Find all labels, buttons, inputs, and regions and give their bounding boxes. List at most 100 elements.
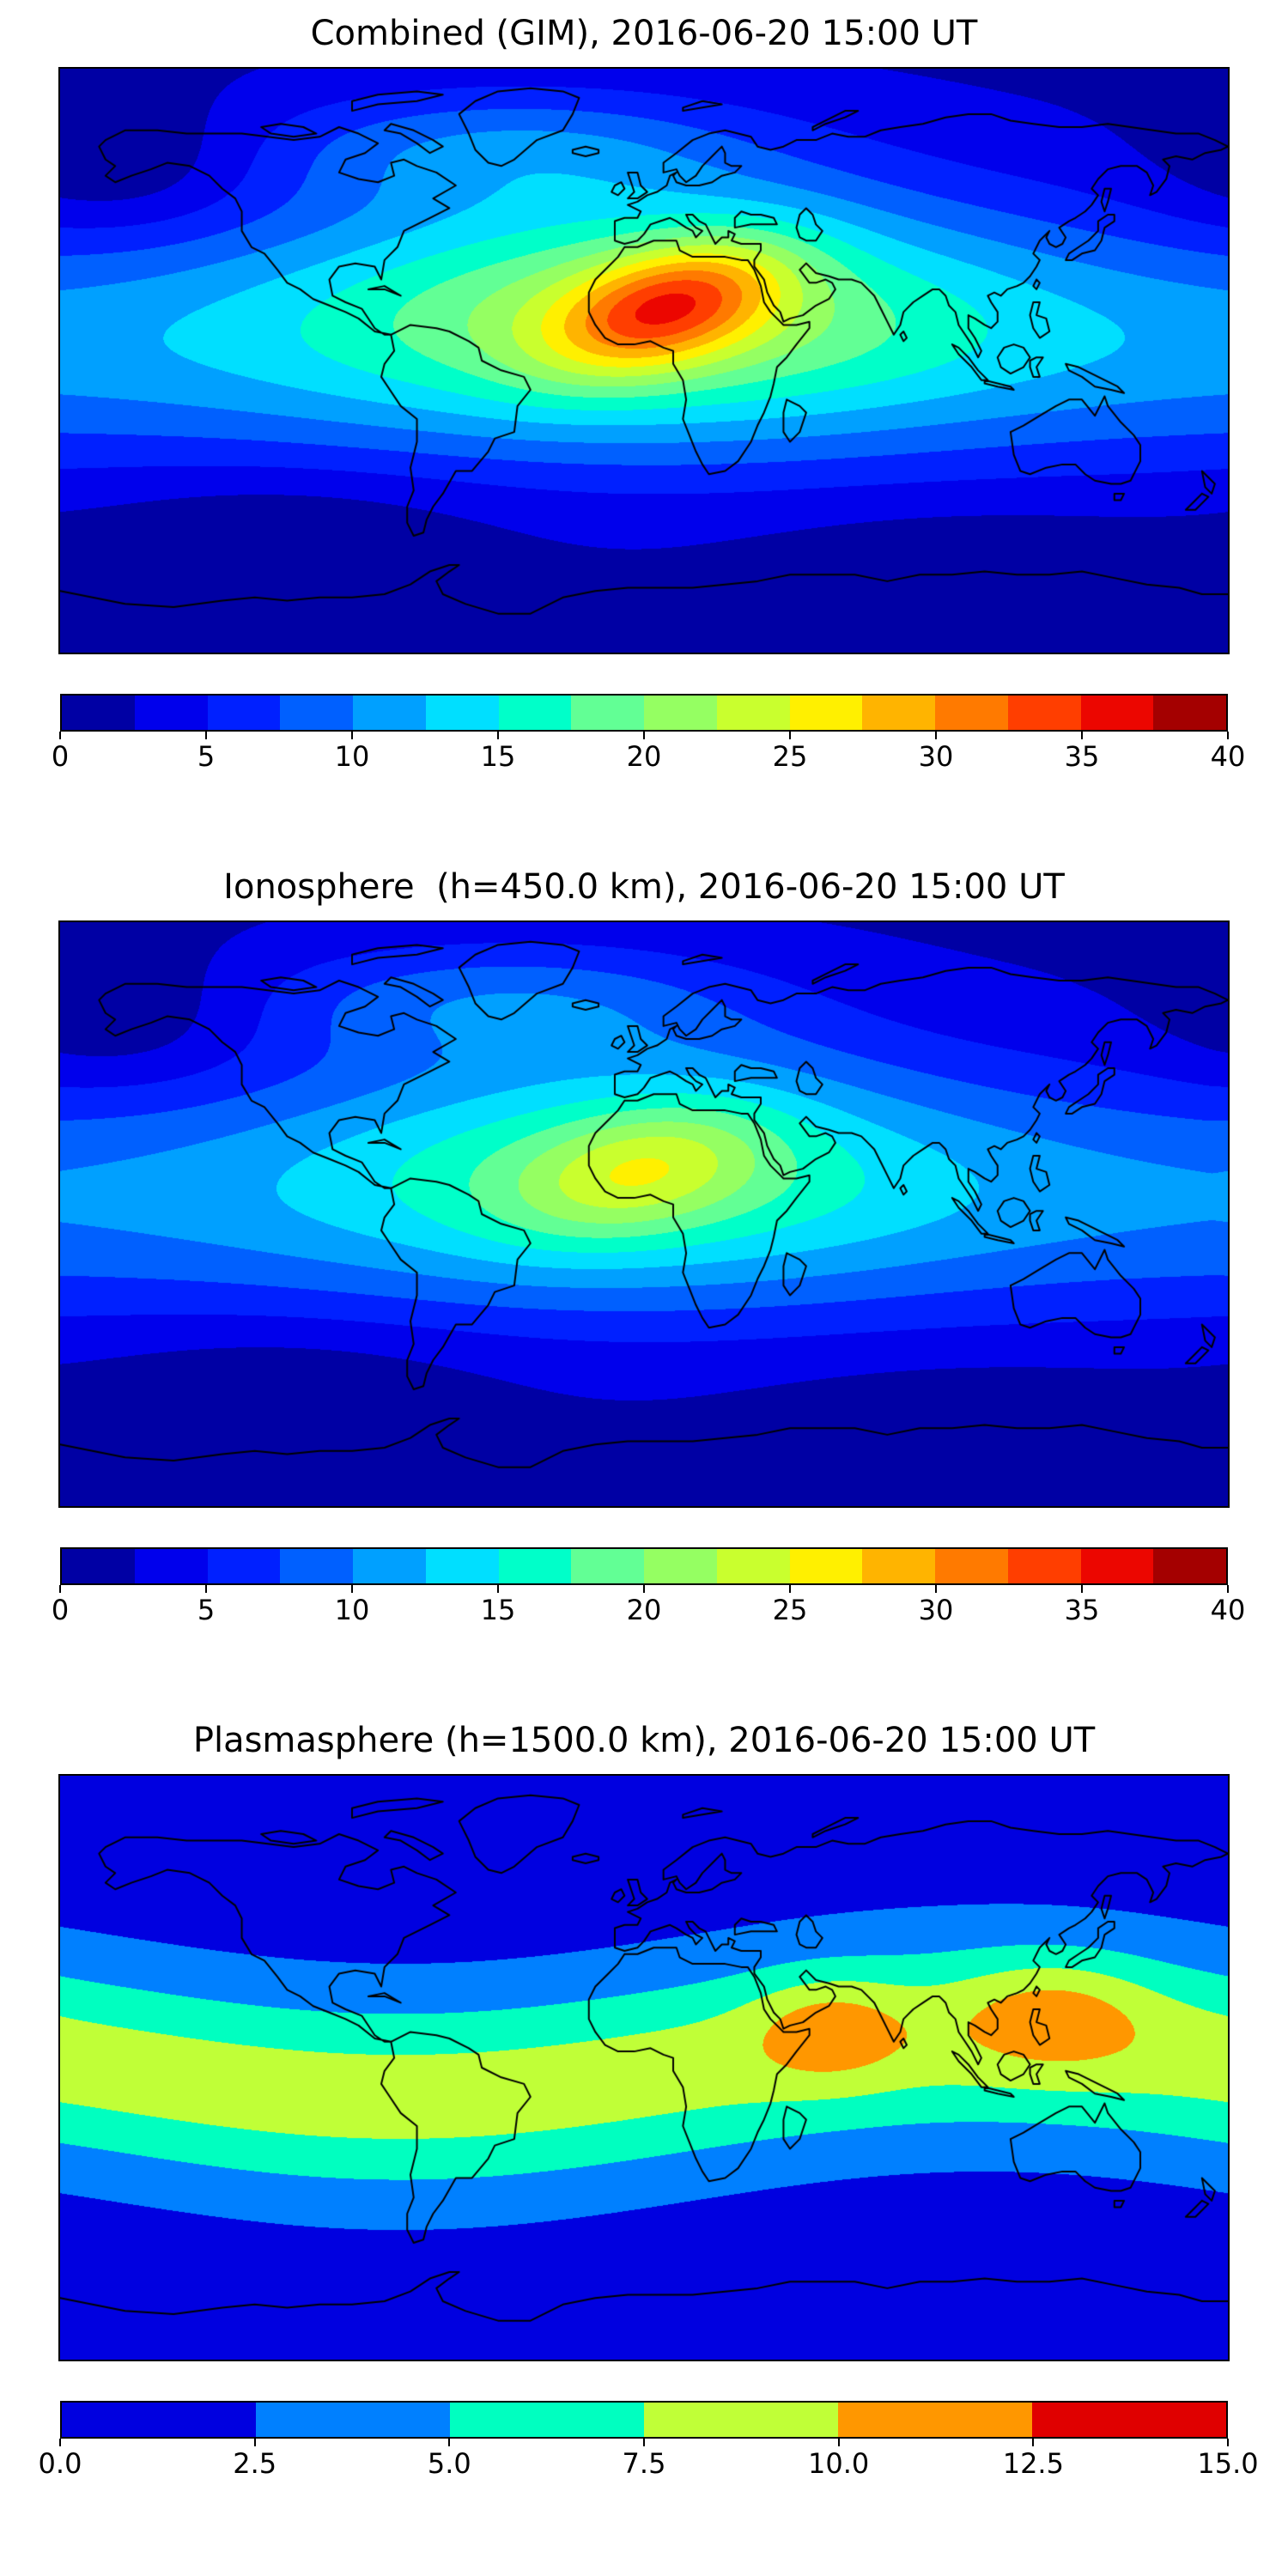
colorbar-tick-mark bbox=[59, 1585, 61, 1593]
colorbar-ticks-combined: 0 5 10 15 20 25 30 35 40 bbox=[52, 732, 1245, 781]
colorbar-segment bbox=[644, 696, 717, 730]
colorbar-segment bbox=[1007, 696, 1081, 730]
colorbar-segment bbox=[134, 696, 208, 730]
colorbar-tick-label: 10 bbox=[334, 1594, 370, 1626]
panel-plasmasphere: Plasmasphere (h=1500.0 km), 2016-06-20 1… bbox=[39, 1721, 1259, 2488]
colorbar-tick-label: 30 bbox=[918, 740, 954, 773]
panel-combined: Combined (GIM), 2016-06-20 15:00 UT 0 5 10… bbox=[52, 14, 1246, 781]
colorbar-segment bbox=[644, 2403, 838, 2437]
colorbar-tick-label: 40 bbox=[1210, 740, 1246, 773]
colorbar-segment bbox=[935, 696, 1008, 730]
colorbar-tick-mark bbox=[1032, 2439, 1035, 2446]
panel-title-plasmasphere: Plasmasphere (h=1500.0 km), 2016-06-20 1… bbox=[192, 1721, 1096, 1760]
colorbar-segment bbox=[838, 2403, 1032, 2437]
colorbar-tick-mark bbox=[205, 732, 207, 739]
colorbar-segment bbox=[353, 696, 426, 730]
colorbar-segment bbox=[450, 2403, 644, 2437]
colorbar-tick-label: 2.5 bbox=[233, 2447, 277, 2480]
colorbar-tick-label: 10.0 bbox=[808, 2447, 870, 2480]
colorbar-segment bbox=[207, 1549, 281, 1583]
colorbar-segment bbox=[1153, 1549, 1226, 1583]
colorbar-tick-mark bbox=[935, 1585, 937, 1593]
colorbar-segment bbox=[789, 696, 863, 730]
colorbar-tick-mark bbox=[351, 732, 353, 739]
colorbar-tick-label: 10 bbox=[334, 740, 370, 773]
colorbar-ticks-ionosphere: 0 5 10 15 20 25 30 35 40 bbox=[52, 1585, 1245, 1635]
colorbar-tick-label: 30 bbox=[918, 1594, 954, 1626]
colorbar-ionosphere bbox=[60, 1547, 1228, 1585]
colorbar-tick-mark bbox=[789, 1585, 791, 1593]
colorbar-segment bbox=[1080, 696, 1154, 730]
colorbar-segment bbox=[62, 696, 135, 730]
map-canvas-combined bbox=[58, 67, 1230, 654]
colorbar-tick-mark bbox=[59, 732, 61, 739]
colorbar-segment bbox=[425, 696, 499, 730]
colorbar-segment bbox=[1153, 696, 1226, 730]
colorbar-tick-mark bbox=[1081, 1585, 1083, 1593]
map-canvas-plasmasphere bbox=[58, 1774, 1230, 2361]
colorbar-tick-label: 25 bbox=[772, 1594, 808, 1626]
colorbar-tick-mark bbox=[448, 2439, 451, 2446]
map-canvas-ionosphere bbox=[58, 920, 1230, 1508]
colorbar-tick-label: 40 bbox=[1210, 1594, 1246, 1626]
colorbar-segment bbox=[498, 1549, 572, 1583]
colorbar-tick-label: 7.5 bbox=[622, 2447, 666, 2480]
colorbar-segment bbox=[280, 1549, 353, 1583]
colorbar-segment bbox=[280, 696, 353, 730]
colorbar-tick-label: 35 bbox=[1064, 1594, 1100, 1626]
figure-tec-maps: Combined (GIM), 2016-06-20 15:00 UT 0 5 10… bbox=[39, 14, 1259, 2488]
colorbar-tick-label: 5 bbox=[197, 1594, 216, 1626]
colorbar-tick-label: 12.5 bbox=[1002, 2447, 1064, 2480]
colorbar-segment bbox=[862, 696, 935, 730]
colorbar-tick-label: 20 bbox=[626, 740, 662, 773]
colorbar-tick-mark bbox=[351, 1585, 353, 1593]
colorbar-tick-mark bbox=[935, 732, 937, 739]
colorbar-tick-mark bbox=[253, 2439, 256, 2446]
panel-title-ionosphere: Ionosphere (h=450.0 km), 2016-06-20 15:0… bbox=[223, 867, 1065, 907]
colorbar-tick-label: 5.0 bbox=[427, 2447, 471, 2480]
colorbar-segment bbox=[789, 1549, 863, 1583]
colorbar-tick-mark bbox=[837, 2439, 840, 2446]
colorbar-segment bbox=[571, 1549, 644, 1583]
colorbar-tick-label: 15.0 bbox=[1197, 2447, 1259, 2480]
colorbar-tick-mark bbox=[789, 732, 791, 739]
colorbar-tick-mark bbox=[1227, 1585, 1229, 1593]
colorbar-tick-mark bbox=[1227, 2439, 1229, 2446]
colorbar-tick-mark bbox=[59, 2439, 61, 2446]
colorbar-tick-mark bbox=[497, 732, 499, 739]
colorbar-tick-mark bbox=[497, 1585, 499, 1593]
colorbar-segment bbox=[425, 1549, 499, 1583]
colorbar-segment bbox=[1080, 1549, 1154, 1583]
colorbar-tick-mark bbox=[643, 1585, 645, 1593]
colorbar-segment bbox=[62, 2403, 256, 2437]
colorbar-plasmasphere bbox=[60, 2401, 1228, 2439]
colorbar-segment bbox=[353, 1549, 426, 1583]
colorbar-segment bbox=[935, 1549, 1008, 1583]
panel-ionosphere: Ionosphere (h=450.0 km), 2016-06-20 15:0… bbox=[52, 867, 1246, 1635]
colorbar-tick-mark bbox=[643, 2439, 645, 2446]
colorbar-ticks-plasmasphere: 0.0 2.5 5.0 7.5 10.0 12.5 15.0 bbox=[39, 2439, 1259, 2488]
colorbar-segment bbox=[207, 696, 281, 730]
colorbar-tick-label: 15 bbox=[480, 740, 516, 773]
colorbar-tick-label: 15 bbox=[480, 1594, 516, 1626]
colorbar-tick-label: 0 bbox=[51, 1594, 70, 1626]
colorbar-segment bbox=[256, 2403, 450, 2437]
colorbar-tick-mark bbox=[1081, 732, 1083, 739]
colorbar-segment bbox=[716, 1549, 790, 1583]
colorbar-tick-label: 25 bbox=[772, 740, 808, 773]
colorbar-segment bbox=[498, 696, 572, 730]
colorbar-segment bbox=[862, 1549, 935, 1583]
colorbar-tick-mark bbox=[205, 1585, 207, 1593]
panel-title-combined: Combined (GIM), 2016-06-20 15:00 UT bbox=[310, 14, 978, 53]
colorbar-tick-label: 0 bbox=[51, 740, 70, 773]
colorbar-segment bbox=[134, 1549, 208, 1583]
colorbar-tick-label: 5 bbox=[197, 740, 216, 773]
colorbar-segment bbox=[1032, 2403, 1226, 2437]
colorbar-segment bbox=[716, 696, 790, 730]
colorbar-tick-label: 20 bbox=[626, 1594, 662, 1626]
colorbar-tick-label: 0.0 bbox=[38, 2447, 82, 2480]
colorbar-segment bbox=[571, 696, 644, 730]
colorbar-segment bbox=[1007, 1549, 1081, 1583]
colorbar-tick-mark bbox=[643, 732, 645, 739]
colorbar-tick-mark bbox=[1227, 732, 1229, 739]
